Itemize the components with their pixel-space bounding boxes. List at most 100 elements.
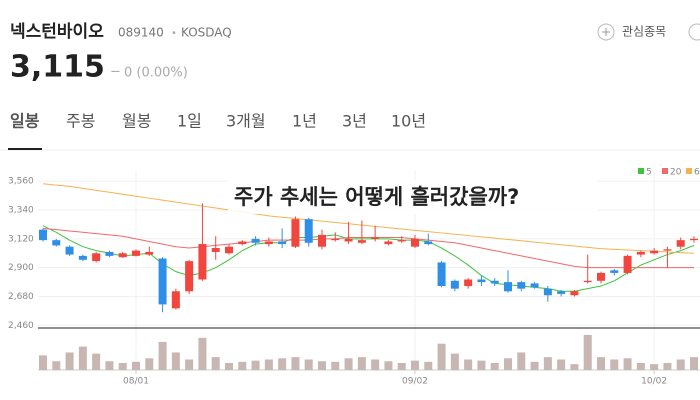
candle-body: [52, 240, 61, 246]
plus-icon: [597, 23, 615, 41]
volume-bar: [331, 361, 340, 370]
volume-bar: [52, 361, 61, 370]
candle-body: [490, 280, 499, 284]
volume-bar: [597, 357, 605, 370]
volume-bar: [185, 359, 194, 370]
candle-body: [264, 241, 273, 245]
candle-body: [557, 291, 566, 294]
volume-bar: [490, 362, 499, 370]
moving-average-line: [42, 183, 695, 254]
candle-body: [636, 251, 645, 255]
candle-body: [464, 279, 473, 287]
volume-bar: [171, 352, 180, 370]
candle-body: [92, 253, 101, 262]
volume-bar: [477, 360, 486, 370]
volume-bar: [118, 362, 127, 370]
tab[interactable]: 10년: [391, 112, 426, 131]
overlay-box: [228, 180, 598, 214]
volume-bar: [251, 360, 260, 370]
tab[interactable]: 3년: [342, 112, 367, 131]
candle-body: [504, 282, 512, 292]
price: 3,115: [10, 50, 105, 85]
legend-label: 5: [646, 168, 652, 178]
volume-bar: [78, 346, 87, 370]
candle-body: [145, 251, 154, 255]
volume-bar: [132, 361, 140, 370]
legend-label: 60: [694, 168, 700, 178]
volume-bar: [65, 352, 74, 370]
legend-swatch: [662, 168, 668, 174]
overlay-text: 주가 추세는 어떻게 흘러갔을까?: [234, 185, 519, 209]
volume-bar: [318, 361, 326, 370]
candle-body: [318, 234, 326, 247]
volume-bar: [198, 337, 207, 370]
volume-bar: [464, 359, 473, 370]
volume-bar: [424, 361, 433, 370]
y-tick-label: 2,900: [8, 263, 34, 273]
candle-body: [78, 255, 87, 260]
volume-bar: [690, 357, 698, 370]
plus: [602, 28, 610, 36]
candle-body: [251, 238, 260, 243]
x-tick-label: 09/02: [402, 377, 428, 387]
candle-body: [357, 240, 366, 243]
candle-body: [517, 282, 526, 289]
volume-bar: [583, 334, 592, 370]
y-tick-label: 3,340: [8, 205, 34, 215]
candle-body: [450, 280, 459, 289]
candle-body: [477, 279, 486, 283]
volume-bar: [610, 359, 619, 370]
candle-body: [198, 244, 207, 280]
x-tick-label: 08/01: [123, 377, 149, 387]
candle-body: [623, 255, 632, 273]
candle-body: [570, 291, 579, 296]
watch-label[interactable]: 관심종목: [622, 25, 666, 39]
candle-body: [291, 219, 300, 247]
volume-bar: [278, 358, 287, 370]
tab[interactable]: 일봉: [10, 112, 40, 131]
volume-bar: [663, 362, 672, 370]
volume-bar: [504, 358, 512, 370]
candle-body: [543, 288, 552, 296]
volume-bar: [39, 355, 47, 370]
tab[interactable]: 3개월: [226, 112, 266, 131]
y-tick-label: 2,680: [8, 292, 34, 302]
candle-body: [304, 219, 313, 243]
volume-bar: [264, 359, 273, 370]
volume-bar: [371, 359, 380, 370]
y-tick-label: 3,120: [8, 234, 34, 244]
volume-bar: [543, 357, 552, 370]
candle-body: [650, 250, 659, 254]
tab[interactable]: 월봉: [122, 112, 151, 131]
legend-label: 20: [670, 168, 682, 178]
candle-body: [211, 248, 220, 252]
candle-body: [676, 240, 685, 247]
volume-bar: [357, 357, 366, 370]
volume-bar: [384, 361, 393, 370]
volume-bar: [437, 343, 446, 370]
candle-body: [132, 250, 140, 256]
candle-body: [371, 237, 380, 239]
tabs: 일봉 주봉 월봉 1일 3개월 1년 3년 10년: [10, 112, 426, 131]
volume-bar: [145, 358, 154, 370]
volume-bar: [517, 352, 526, 370]
candle-body: [437, 262, 446, 287]
candle-body: [663, 249, 672, 251]
candle-body: [411, 238, 419, 247]
volume-bar: [92, 353, 101, 370]
moving-average-line: [42, 227, 694, 269]
tab[interactable]: 주봉: [66, 112, 95, 131]
volume-bar: [570, 364, 579, 370]
volume-bar: [676, 359, 685, 370]
watch-button[interactable]: 관심종목: [597, 23, 666, 41]
candle-body: [171, 291, 180, 309]
separator: •: [171, 28, 177, 39]
candle-body: [118, 253, 127, 258]
tab[interactable]: 1일: [177, 112, 202, 131]
more-icon[interactable]: [688, 23, 700, 41]
candle-body: [278, 241, 287, 245]
tab[interactable]: 1년: [292, 112, 317, 131]
candle-body: [331, 238, 340, 241]
y-tick-label: 3,560: [8, 177, 34, 187]
